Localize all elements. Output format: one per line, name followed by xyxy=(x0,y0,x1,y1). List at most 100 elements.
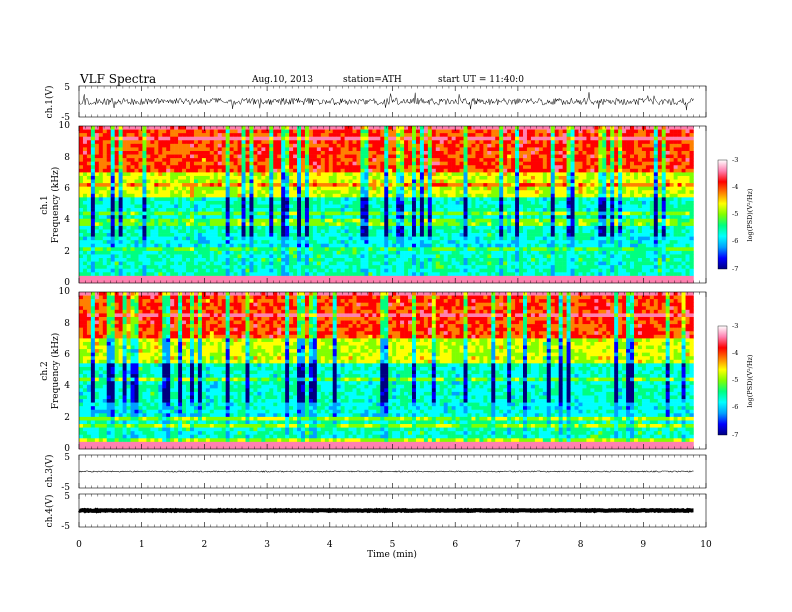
ch1-spectrogram-cell xyxy=(427,193,433,198)
ch1-spectrogram-cell xyxy=(475,208,480,212)
ch1-spectrogram-cell xyxy=(364,200,369,205)
ch1-spectrogram-cell xyxy=(253,183,258,187)
ch1-spectrogram-cell xyxy=(193,236,199,241)
ch1-spectrogram-cell xyxy=(380,129,385,134)
ch1-spectrogram-cell xyxy=(515,126,520,130)
ch1-spectrogram-cell xyxy=(130,186,135,191)
ch1-spectrogram-cell xyxy=(649,147,655,152)
ch1-spectrogram-cell xyxy=(190,222,195,227)
ch1-spectrogram-cell xyxy=(98,168,104,173)
ch1-spectrogram-cell xyxy=(273,236,278,241)
ch1-spectrogram-cell xyxy=(503,200,508,205)
ch1-spectrogram-cell xyxy=(253,126,258,130)
ch1-spectrogram-cell xyxy=(380,183,385,187)
ch1-spectrogram-cell xyxy=(507,168,512,173)
ch1-spectrogram-cell xyxy=(463,175,468,180)
ch1-spectrogram-cell xyxy=(340,126,345,130)
ch1-spectrogram-cell xyxy=(320,190,326,195)
ch1-spectrogram-cell xyxy=(630,179,635,184)
ch1-spectrogram-cell xyxy=(372,218,377,223)
ch1-spectrogram-cell xyxy=(158,150,163,155)
ch1-spectrogram-cell xyxy=(372,236,377,241)
ch1-spectrogram-cell xyxy=(562,165,567,170)
ch1-spectrogram-cell xyxy=(614,154,619,159)
ch1-spectrogram-cell xyxy=(217,233,223,237)
ch1-spectrogram-cell xyxy=(384,147,389,152)
ch1-spectrogram-cell xyxy=(316,168,322,173)
ch1-spectrogram-cell xyxy=(673,197,678,202)
ch1-spectrogram-cell xyxy=(677,208,682,212)
ch1-spectrogram-cell xyxy=(574,233,579,237)
ch1-spectrogram-cell xyxy=(645,229,651,234)
ch1-spectrogram-cell xyxy=(328,225,334,230)
ch1-spectrogram-cell xyxy=(471,190,476,195)
ch1-spectrogram-cell xyxy=(178,140,183,145)
ch1-spectrogram-cell xyxy=(102,229,108,234)
ch1-spectrogram-cell xyxy=(459,154,464,159)
ch1-spectrogram-cell xyxy=(205,229,211,234)
ch1-spectrogram-cell xyxy=(530,225,536,230)
ch1-spectrogram-cell xyxy=(162,233,167,237)
ch1-spectrogram-cell xyxy=(471,154,476,159)
ch1-spectrogram-cell xyxy=(412,236,417,241)
ch1-spectrogram-cell xyxy=(534,215,540,220)
ch1-spectrogram-cell xyxy=(400,165,405,170)
ch1-spectrogram-cell xyxy=(491,193,496,198)
ch1-spectrogram-cell xyxy=(261,158,266,162)
ch1-spectrogram-cell xyxy=(499,233,504,237)
ch1-spectrogram-cell xyxy=(511,190,516,195)
ch1-spectrogram-cell xyxy=(130,215,135,220)
ch1-spectrogram-cell xyxy=(324,204,330,209)
ch1-spectrogram-cell xyxy=(530,136,536,141)
ch1-spectrogram-cell xyxy=(665,179,670,184)
ch1-spectrogram-cell xyxy=(277,186,282,191)
ch1-spectrogram-cell xyxy=(102,129,108,134)
ch1-spectrogram-cell xyxy=(193,190,199,195)
ch1-spectrogram-cell xyxy=(90,143,96,148)
ch1-spectrogram-cell xyxy=(546,186,552,191)
ch1-spectrogram-cell xyxy=(301,186,306,191)
ch1-spectrogram-cell xyxy=(376,140,381,145)
ch1-spectrogram-cell xyxy=(495,218,500,223)
ch1-spectrogram-cell xyxy=(205,211,211,216)
ch1-spectrogram-cell xyxy=(495,204,500,209)
ch1-spectrogram-cell xyxy=(261,154,266,159)
ch1-spectrogram-cell xyxy=(348,225,353,230)
ch1-spectrogram-cell xyxy=(304,126,310,130)
ch1-spectrogram-cell xyxy=(538,165,544,170)
ch1-spectrogram-cell xyxy=(170,179,175,184)
ch1-spectrogram-cell xyxy=(229,190,234,195)
ch1-spectrogram-cell xyxy=(653,222,659,227)
ch1-spectrogram-cell xyxy=(174,175,179,180)
ch1-spectrogram-cell xyxy=(364,140,369,145)
ch1-spectrogram-cell xyxy=(126,150,131,155)
ch1-spectrogram-cell xyxy=(570,204,575,209)
ch1-spectrogram-cell xyxy=(511,154,516,159)
ch1-spectrogram-cell xyxy=(376,229,381,234)
ch1-spectrogram-cell xyxy=(590,215,595,220)
ch1-spectrogram-cell xyxy=(154,161,159,166)
ch1-spectrogram-cell xyxy=(364,175,369,180)
ch1-spectrogram-cell xyxy=(443,175,448,180)
ch1-spectrogram-cell xyxy=(511,165,516,170)
ch1-spectrogram-cell xyxy=(677,161,682,166)
ch1-spectrogram-cell xyxy=(320,236,326,241)
ch1-spectrogram-cell xyxy=(681,179,686,184)
ch1-spectrogram-cell xyxy=(122,154,127,159)
ch1-spectrogram-cell xyxy=(79,240,84,245)
ch1-spectrogram-cell xyxy=(634,218,639,223)
ch1-spectrogram-cell xyxy=(162,186,167,191)
ch1-spectrogram-cell xyxy=(637,190,643,195)
ch1-spectrogram-cell xyxy=(451,186,456,191)
ch1-spectrogram-cell xyxy=(182,233,187,237)
ch1-spectrogram-cell xyxy=(138,208,143,212)
ch1-spectrogram-cell xyxy=(388,154,393,159)
ch1-spectrogram-cell xyxy=(558,147,563,152)
ch1-spectrogram-cell xyxy=(364,129,369,134)
ch1-spectrogram-cell xyxy=(463,129,468,134)
ch1-spectrogram-cell xyxy=(653,183,659,187)
ch1-spectrogram-cell xyxy=(558,208,563,212)
ch1-spectrogram-cell xyxy=(669,179,674,184)
ch1-spectrogram-cell xyxy=(455,186,460,191)
ch1-spectrogram-cell xyxy=(455,168,460,173)
